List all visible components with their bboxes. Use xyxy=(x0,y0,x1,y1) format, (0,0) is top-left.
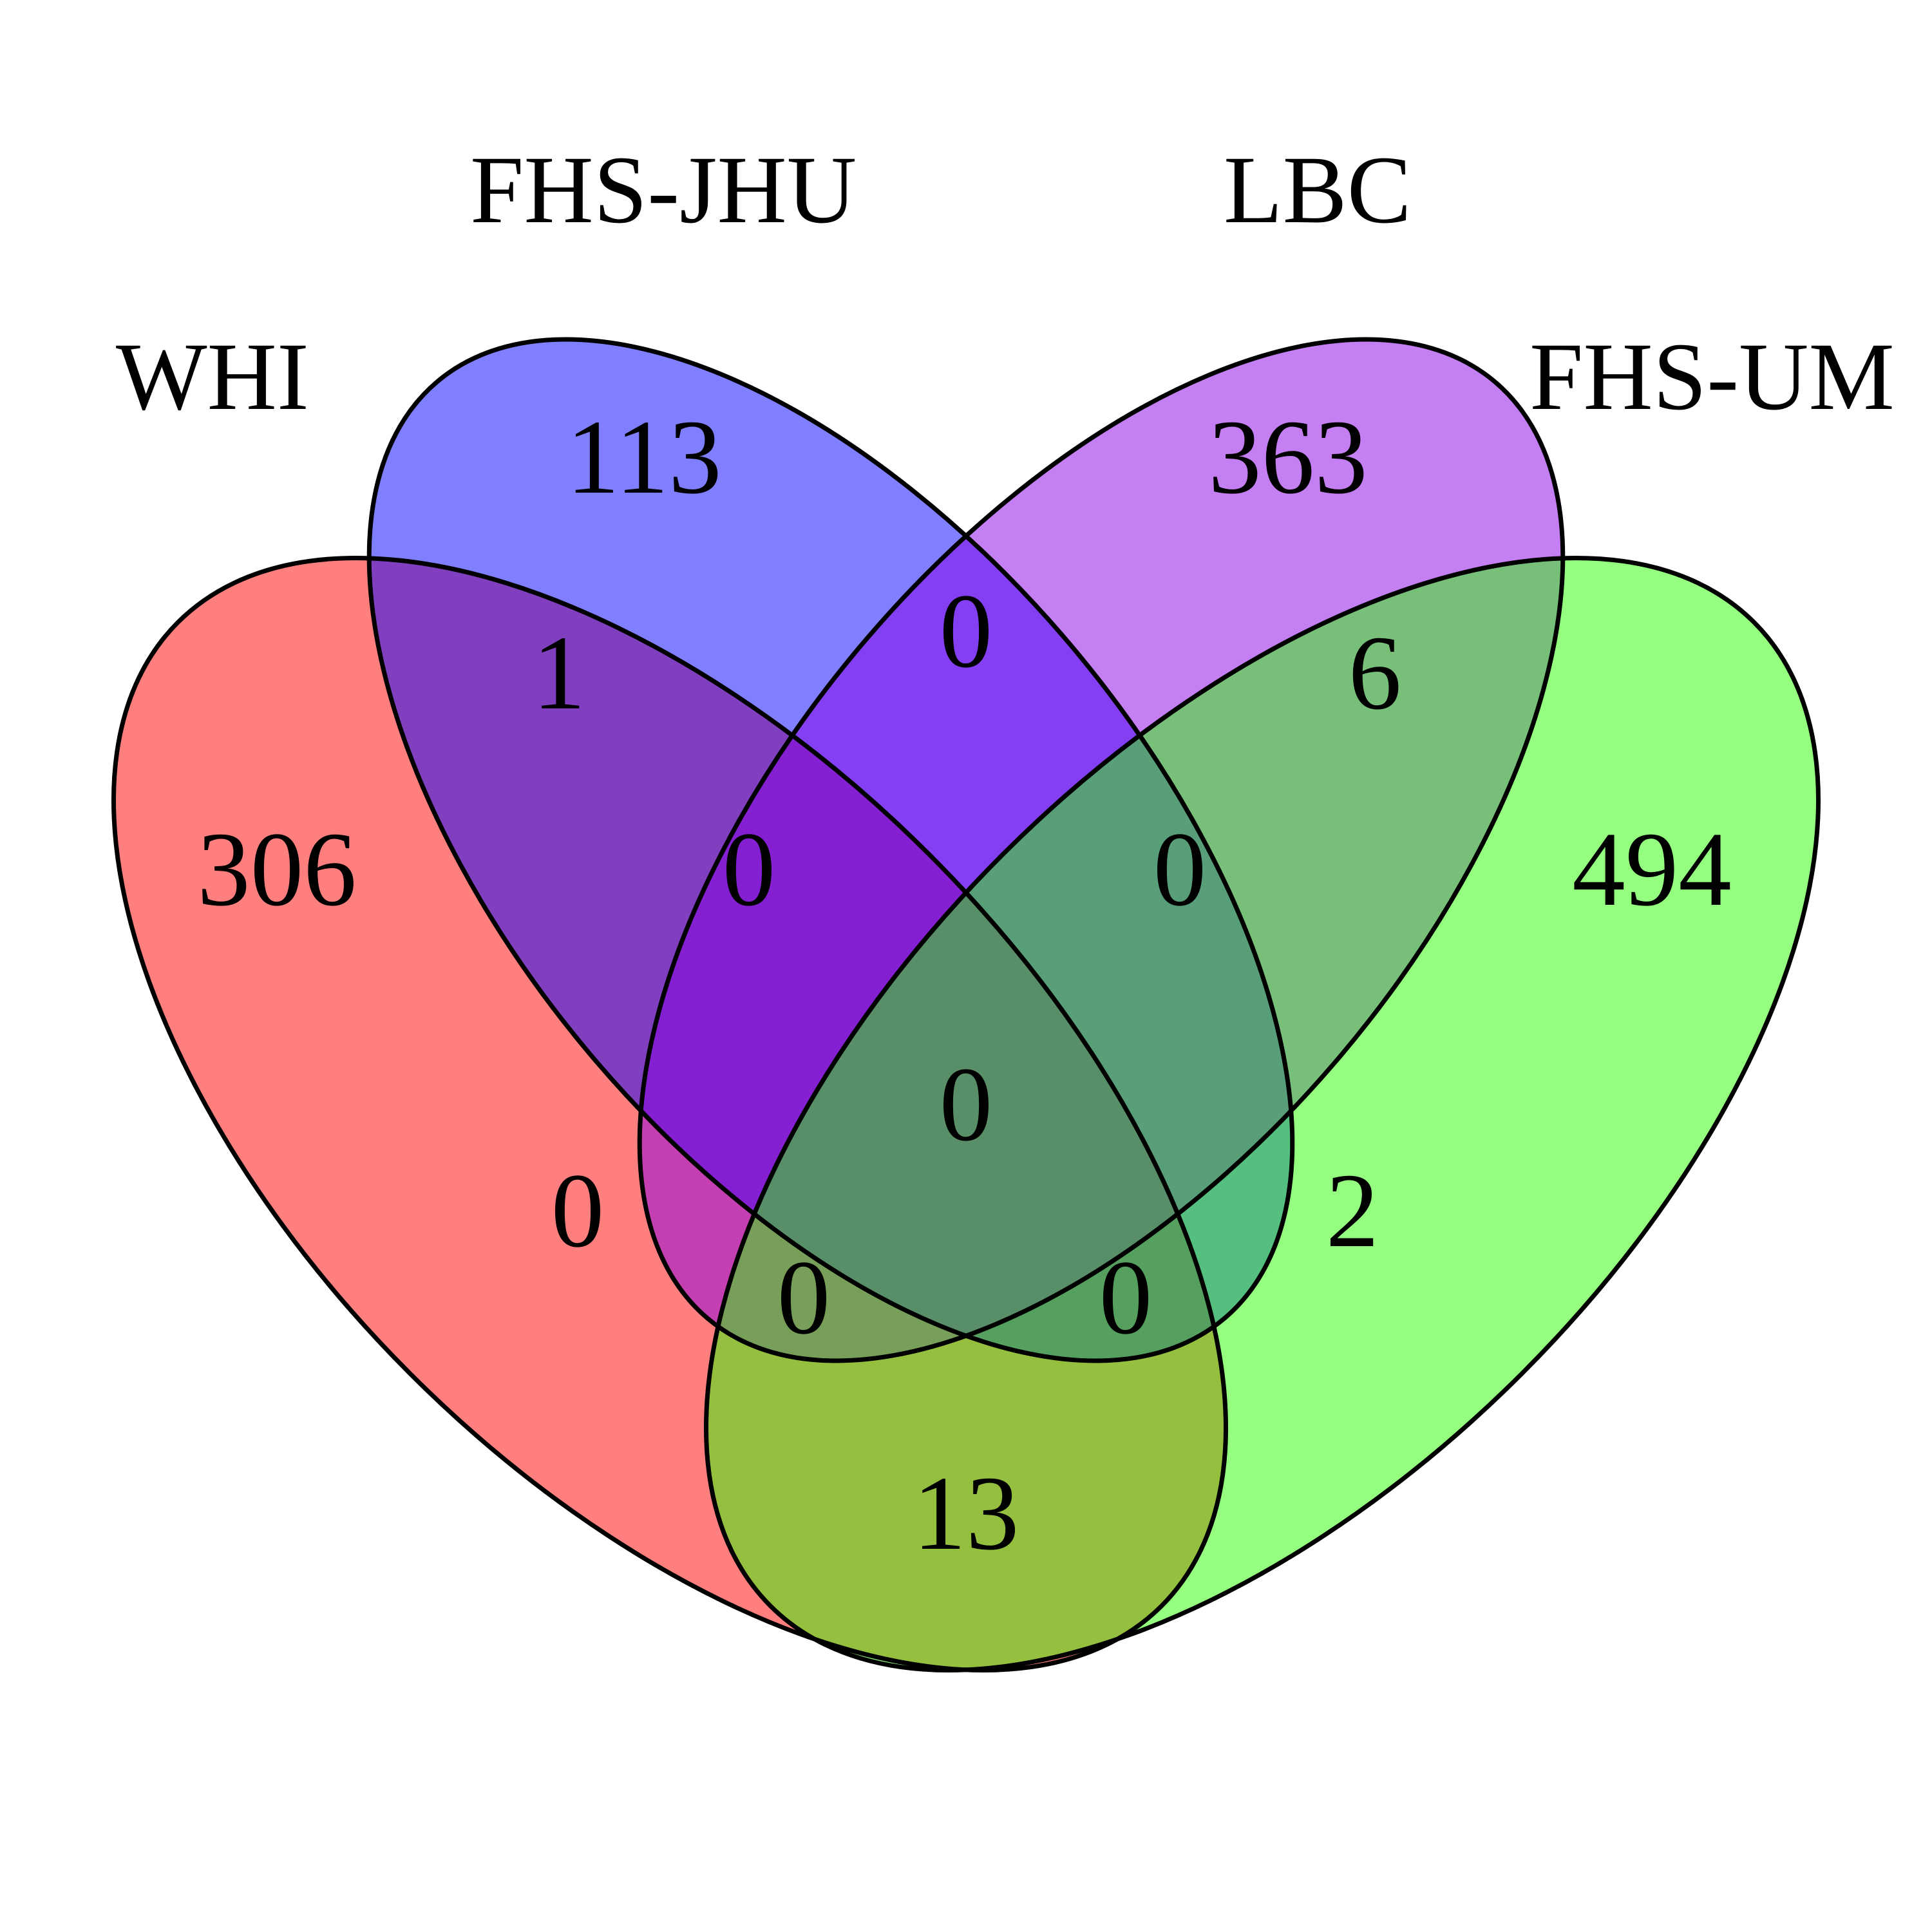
count-whi-lbc-um: 0 xyxy=(777,1238,831,1356)
set-label-whi: WHI xyxy=(116,323,309,430)
ellipse-um-outline xyxy=(703,555,1821,1673)
count-all-four: 0 xyxy=(940,1045,993,1163)
set-fills xyxy=(113,339,1819,1671)
count-jhu-lbc-um: 0 xyxy=(1153,810,1207,928)
count-lbc-only: 363 xyxy=(1208,398,1368,516)
count-um-only: 494 xyxy=(1572,810,1732,928)
ellipse-lbc-outline xyxy=(637,337,1566,1363)
set-label-jhu: FHS-JHU xyxy=(470,137,857,243)
count-whi-jhu-um: 0 xyxy=(1099,1238,1153,1356)
set-labels: WHI FHS-JHU LBC FHS-UM xyxy=(116,137,1895,430)
count-whi-only: 306 xyxy=(197,810,357,928)
count-whi-jhu-lbc: 0 xyxy=(723,810,776,928)
count-whi-lbc: 0 xyxy=(551,1151,605,1269)
count-jhu-lbc: 0 xyxy=(940,572,993,690)
region-counts: 306 113 363 494 1 0 6 0 0 0 0 2 0 0 13 xyxy=(197,398,1732,1572)
count-whi-jhu: 1 xyxy=(533,614,586,732)
count-lbc-um: 6 xyxy=(1349,614,1402,732)
set-label-um: FHS-UM xyxy=(1530,323,1895,430)
count-whi-um: 13 xyxy=(913,1454,1019,1572)
set-label-lbc: LBC xyxy=(1224,137,1412,243)
count-jhu-um: 2 xyxy=(1326,1151,1379,1269)
ellipse-whi-outline xyxy=(111,555,1229,1673)
ellipse-jhu-outline xyxy=(366,337,1295,1363)
set-outlines xyxy=(111,337,1821,1673)
ellipse-um-fill xyxy=(706,558,1819,1671)
count-jhu-only: 113 xyxy=(566,398,721,516)
